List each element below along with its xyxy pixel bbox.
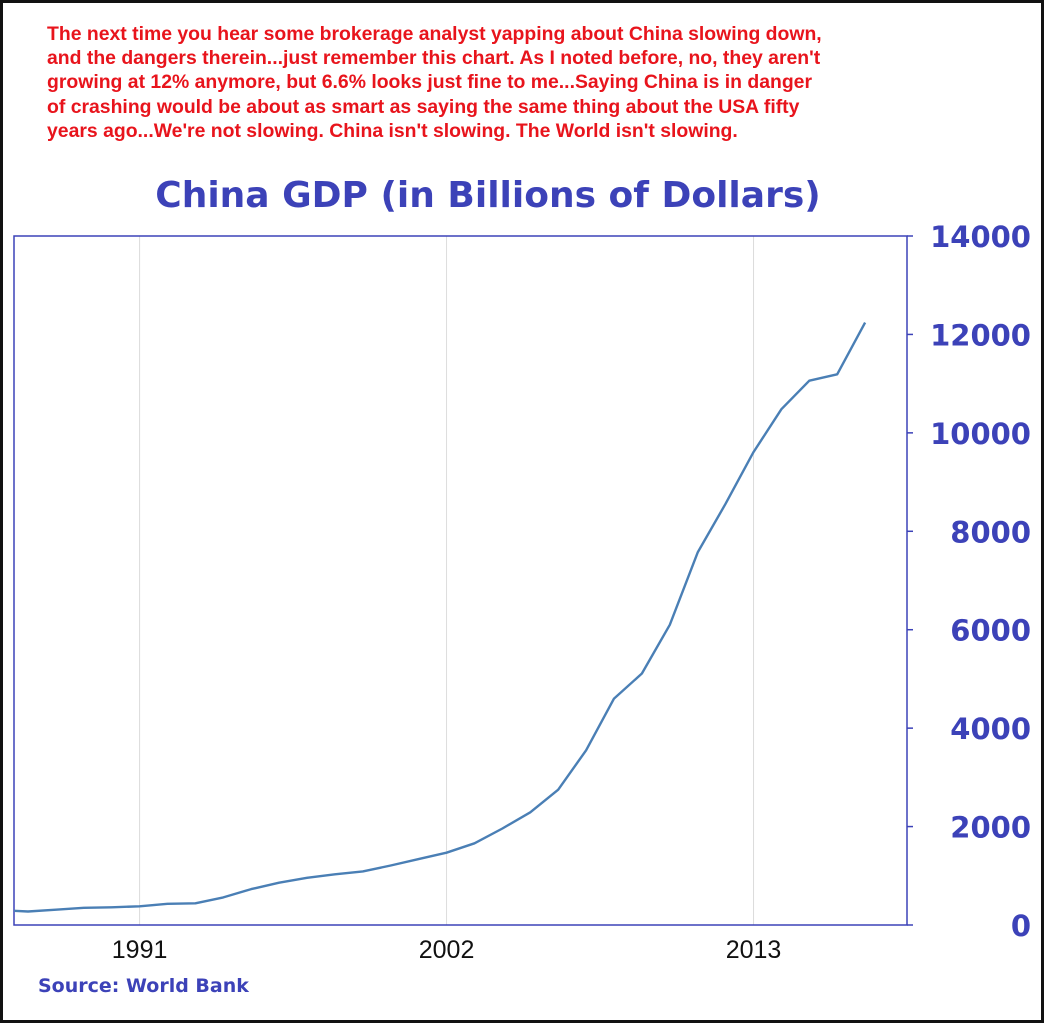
y-tick-label: 0 [1011,909,1031,943]
y-tick-label: 4000 [950,712,1031,746]
y-tick-label: 14000 [930,220,1031,254]
y-tick-label: 6000 [950,614,1031,648]
commentary-text: The next time you hear some brokerage an… [47,22,1027,143]
x-tick-label: 2013 [726,936,782,964]
commentary-line: of crashing would be about as smart as s… [47,95,800,118]
chart-title: China GDP (in Billions of Dollars) [155,175,821,216]
commentary-line: growing at 12% anymore, but 6.6% looks j… [47,71,813,94]
commentary-line: years ago...We're not slowing. China isn… [47,119,738,142]
gridlines [139,236,755,925]
plot-area [13,235,908,926]
commentary-line: The next time you hear some brokerage an… [47,23,822,45]
source-note: Source: World Bank [38,975,249,997]
x-tick-label: 1991 [112,936,168,964]
y-tick-label: 8000 [950,515,1031,549]
series-layer [14,322,867,913]
y-tick-label: 10000 [930,417,1031,451]
gdp-series-line [14,322,867,913]
x-axis-ticks: 1991 2002 2013 [112,936,782,964]
commentary-line: and the dangers therein...just remember … [47,47,821,70]
x-tick-label: 2002 [419,936,475,964]
y-axis-ticks: 0 2000 4000 6000 8000 10000 12000 14000 [907,220,1031,943]
y-tick-label: 12000 [930,318,1031,352]
y-tick-label: 2000 [950,811,1031,845]
